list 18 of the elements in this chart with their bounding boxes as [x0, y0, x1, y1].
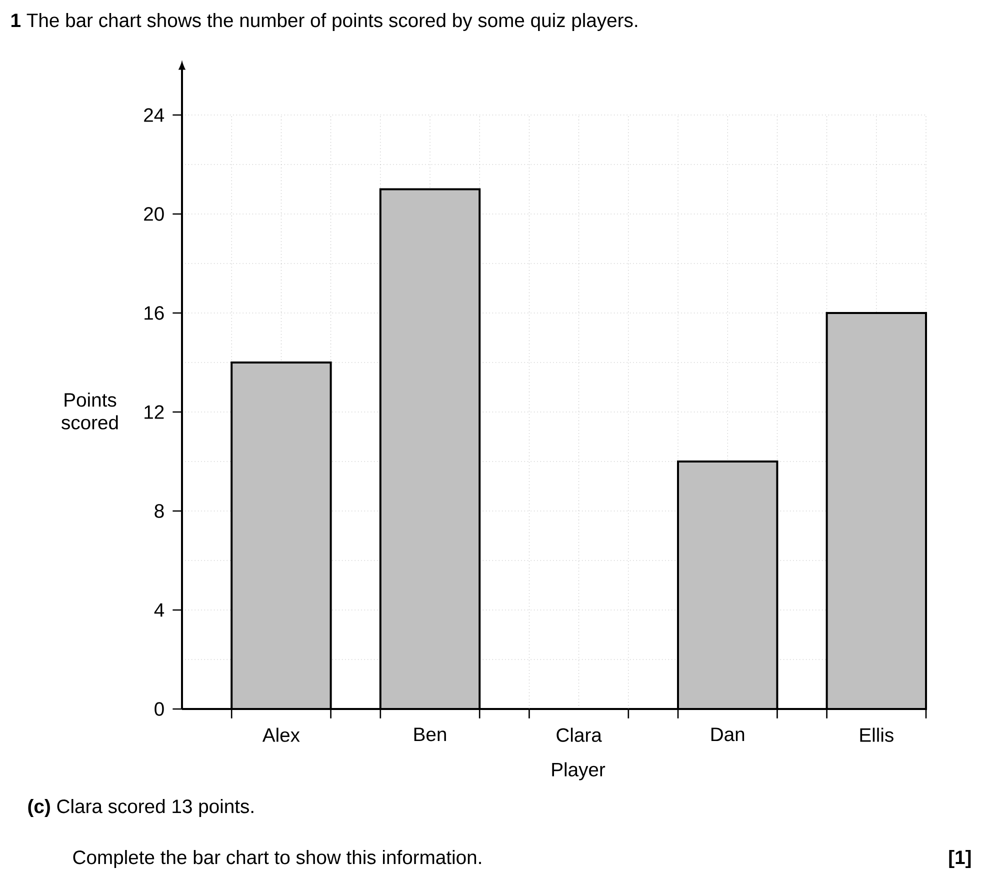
- x-tick-label: Dan: [711, 728, 744, 742]
- y-tick-label: 12: [144, 405, 164, 419]
- chart-title: 1 The bar chart shows the number of points scored by some quiz players.: [11, 12, 638, 32]
- x-tick-label: Alex: [262, 728, 300, 742]
- x-tick-label: Clara: [556, 728, 602, 742]
- text: Complete the bar chart to show this information.: [73, 850, 481, 868]
- y-tick-label: 24: [144, 108, 164, 122]
- y-tick-label: 16: [144, 306, 164, 320]
- x-tick-label: Ben: [414, 728, 446, 742]
- x-tick-label: Ellis: [860, 728, 894, 742]
- y-tick-label: 20: [144, 207, 164, 221]
- y-tick-label: 4: [154, 603, 164, 617]
- x-axis-title: Player: [552, 762, 606, 780]
- y-axis-title: Points scored: [62, 392, 118, 430]
- text: (c) Clara scored 13 points.: [28, 799, 254, 818]
- y-tick-label: 0: [154, 702, 164, 716]
- text: [1]: [949, 850, 971, 868]
- y-tick-label: 8: [154, 504, 164, 518]
